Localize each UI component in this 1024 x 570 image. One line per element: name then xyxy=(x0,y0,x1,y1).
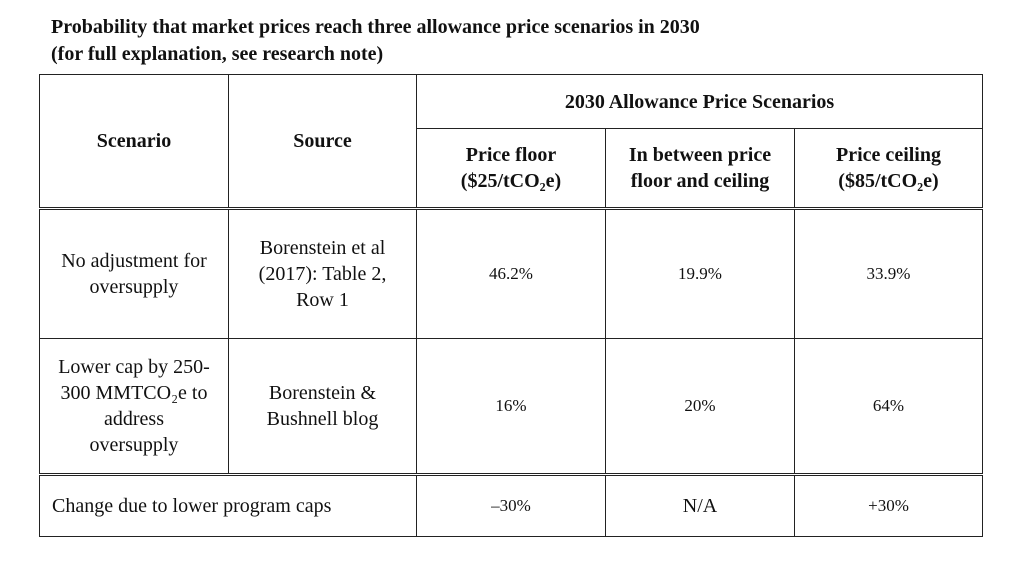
source-line: Borenstein et al xyxy=(259,237,386,259)
header-price-floor: Price floor ($25/tCO₂e) xyxy=(416,128,606,210)
change-ceiling-value: +30% xyxy=(793,474,984,537)
header-price-floor-line-1: Price floor xyxy=(465,144,557,166)
source-line: Bushnell blog xyxy=(266,408,379,430)
allowance-price-table: Scenario Source 2030 Allowance Price Sce… xyxy=(39,74,984,537)
header-in-between-line-2: floor and ceiling xyxy=(630,170,770,192)
in-between-value: 19.9% xyxy=(605,208,795,339)
price-floor-value: 46.2% xyxy=(416,208,606,339)
header-price-scenarios: 2030 Allowance Price Scenarios xyxy=(415,74,984,129)
in-between-value: 20% xyxy=(605,338,795,476)
scenario-line: oversupply xyxy=(89,434,179,456)
header-price-floor-line-2: ($25/tCO₂e) xyxy=(460,170,562,192)
source-cell: Borenstein et al (2017): Table 2, Row 1 xyxy=(228,208,417,339)
header-in-between-line-1: In between price xyxy=(628,144,772,166)
header-price-ceiling-line-2: ($85/tCO₂e) xyxy=(838,170,939,192)
source-cell: Borenstein & Bushnell blog xyxy=(228,338,417,476)
table-row: Lower cap by 250- 300 MMTCO₂e to address… xyxy=(39,338,984,476)
page-title: Probability that market prices reach thr… xyxy=(51,14,700,68)
scenario-line: oversupply xyxy=(89,276,179,298)
price-ceiling-value: 64% xyxy=(793,338,984,476)
title-line-1: Probability that market prices reach thr… xyxy=(51,16,700,38)
source-line: (2017): Table 2, xyxy=(258,263,387,285)
change-row: Change due to lower program caps –30% N/… xyxy=(39,474,984,537)
source-line: Row 1 xyxy=(296,289,349,311)
scenario-line: address xyxy=(104,408,164,430)
title-line-2: (for full explanation, see research note… xyxy=(51,43,384,65)
table-row: No adjustment for oversupply Borenstein … xyxy=(39,208,984,339)
scenario-line: No adjustment for xyxy=(61,250,207,272)
scenario-line: Lower cap by 250- xyxy=(58,356,210,378)
change-floor-value: –30% xyxy=(416,474,606,537)
scenario-cell: No adjustment for oversupply xyxy=(39,208,229,339)
header-source: Source xyxy=(228,74,417,210)
change-between-value: N/A xyxy=(605,474,795,537)
header-in-between: In between price floor and ceiling xyxy=(605,128,795,210)
price-floor-value: 16% xyxy=(416,338,606,476)
scenario-line: 300 MMTCO₂e to xyxy=(60,382,208,404)
header-price-ceiling: Price ceiling ($85/tCO₂e) xyxy=(793,128,984,210)
header-price-ceiling-line-1: Price ceiling xyxy=(836,144,941,166)
change-label: Change due to lower program caps xyxy=(39,474,417,537)
price-ceiling-value: 33.9% xyxy=(793,208,984,339)
scenario-cell: Lower cap by 250- 300 MMTCO₂e to address… xyxy=(39,338,229,476)
header-scenario: Scenario xyxy=(39,74,229,210)
source-line: Borenstein & xyxy=(268,382,377,404)
